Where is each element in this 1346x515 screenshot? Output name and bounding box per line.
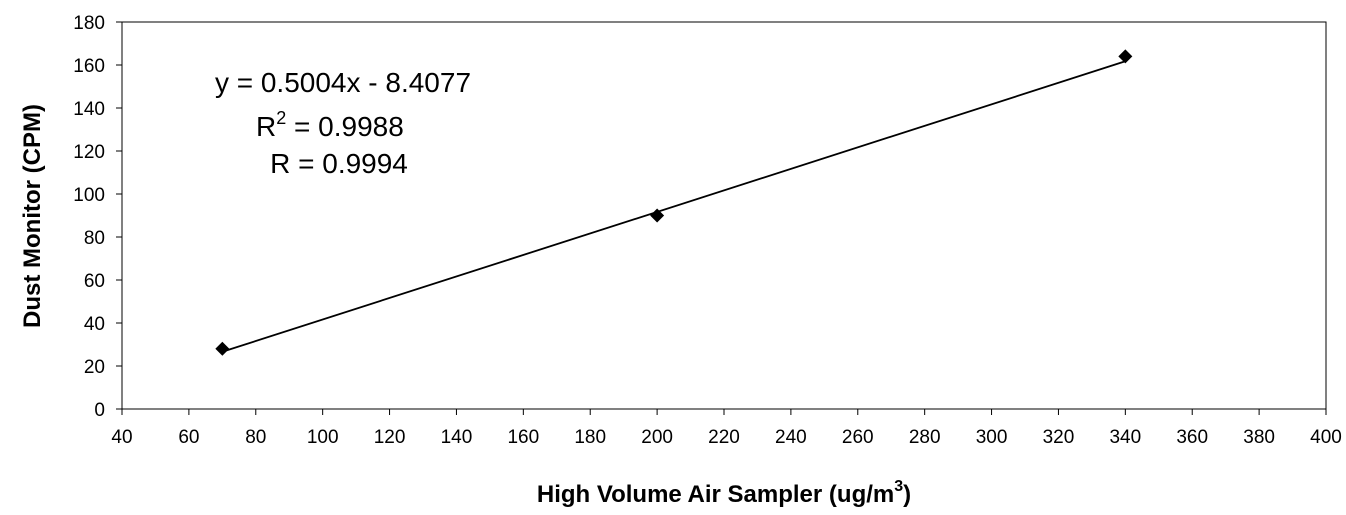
y-tick-label: 80	[84, 228, 105, 249]
x-axis-ticks: 40 60 80 100 120 140 160 180 200 220 240 260 280 300 3…	[111, 409, 1342, 448]
x-tick-label: 220	[708, 427, 740, 448]
x-tick-label: 120	[374, 427, 406, 448]
y-tick-label: 0	[94, 400, 105, 421]
data-point-diamond	[650, 208, 665, 223]
x-tick-label: 100	[307, 427, 339, 448]
x-tick-label: 340	[1109, 427, 1141, 448]
trendline	[222, 60, 1126, 353]
y-tick-label: 100	[73, 185, 105, 206]
y-axis-title: Dust Monitor (CPM)	[19, 104, 46, 328]
r-squared-annotation: R2 = 0.9988	[256, 108, 404, 142]
r-squared-prefix: R	[256, 111, 276, 142]
y-tick-label: 60	[84, 271, 105, 292]
x-tick-label: 400	[1310, 427, 1342, 448]
r-squared-value: = 0.9988	[286, 111, 404, 142]
x-tick-label: 160	[507, 427, 539, 448]
x-axis-title-main: High Volume Air Sampler (ug/m	[537, 481, 894, 508]
x-tick-label: 240	[775, 427, 807, 448]
y-tick-label: 180	[73, 13, 105, 34]
x-tick-label: 260	[842, 427, 874, 448]
x-tick-label: 200	[641, 427, 673, 448]
x-tick-label: 80	[245, 427, 266, 448]
x-tick-label: 60	[178, 427, 199, 448]
x-axis-title: High Volume Air Sampler (ug/m3)	[537, 478, 911, 508]
y-axis-ticks: 0 20 40 60 80 100 120 140 160 180	[73, 13, 122, 421]
y-tick-label: 120	[73, 142, 105, 163]
x-tick-label: 360	[1176, 427, 1208, 448]
x-axis-title-suffix: )	[903, 481, 911, 508]
x-tick-label: 320	[1043, 427, 1075, 448]
trendline-group	[222, 60, 1126, 353]
r-annotation: R = 0.9994	[270, 148, 408, 179]
plot-area	[121, 21, 1327, 410]
y-tick-label: 40	[84, 314, 105, 335]
equation-annotation: y = 0.5004x - 8.4077	[215, 67, 471, 98]
x-tick-label: 380	[1243, 427, 1275, 448]
y-tick-label: 160	[73, 56, 105, 77]
data-point-diamond	[1118, 49, 1133, 64]
data-point-diamond	[215, 341, 230, 356]
x-tick-label: 300	[976, 427, 1008, 448]
x-tick-label: 40	[111, 427, 132, 448]
y-tick-label: 20	[84, 357, 105, 378]
x-tick-label: 140	[441, 427, 473, 448]
x-tick-label: 180	[574, 427, 606, 448]
y-tick-label: 140	[73, 99, 105, 120]
x-tick-label: 280	[909, 427, 941, 448]
data-points	[215, 49, 1133, 356]
x-axis-title-superscript: 3	[894, 478, 903, 495]
r-squared-superscript: 2	[276, 108, 286, 128]
